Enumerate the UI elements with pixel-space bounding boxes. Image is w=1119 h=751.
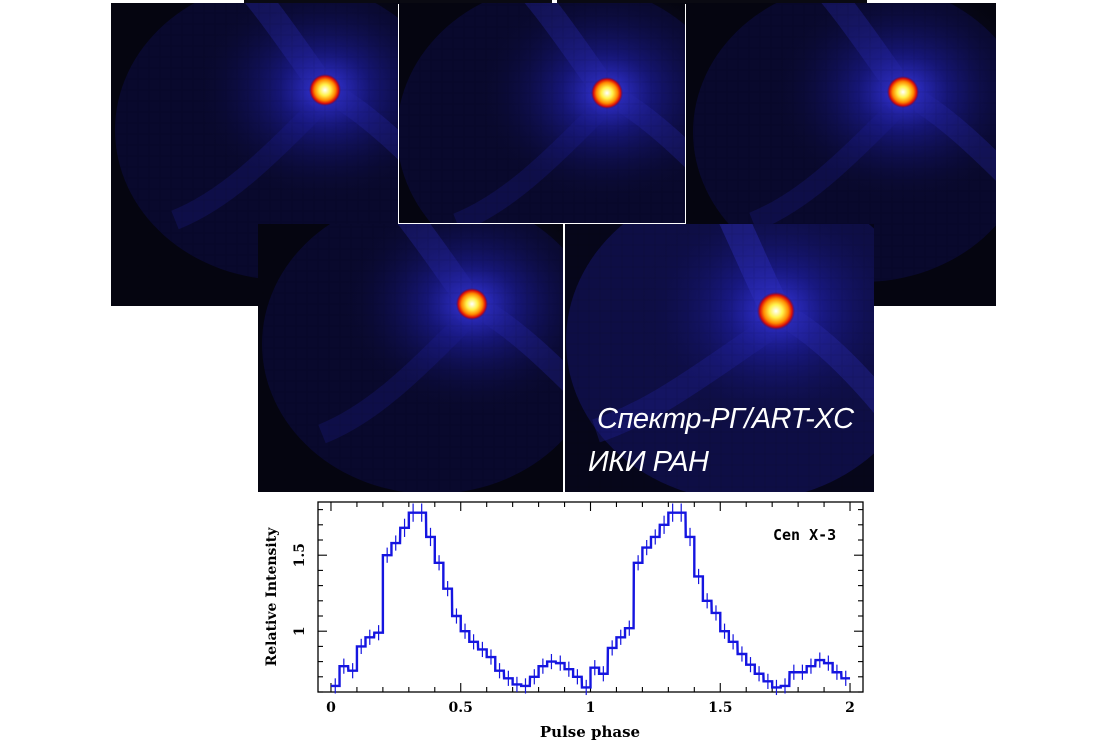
- x-tick-label: 2: [845, 700, 855, 716]
- x-axis-ticks: 0 0.5 1 1.5 2: [326, 502, 855, 716]
- chart-background: [258, 492, 874, 751]
- xray-image-2: [399, 3, 685, 223]
- y-tick-label: 1: [292, 626, 308, 636]
- caption-instrument: Спектр-РГ/ART-XC: [597, 403, 854, 435]
- x-axis-label: Pulse phase: [540, 723, 640, 741]
- xray-image-2-content: [399, 3, 685, 223]
- x-tick-label: 1: [586, 700, 596, 716]
- y-axis-ticks: 11.5: [292, 509, 863, 693]
- xray-image-4: [258, 224, 563, 492]
- source-annotation: Cen X-3: [773, 526, 836, 544]
- x-tick-label: 0: [326, 700, 336, 716]
- pulse-profile-chart: 0 0.5 1 1.5 2 11.5 Cen X-3 Pulse phase Relat…: [258, 492, 874, 751]
- y-axis-label: Relative Intensity: [264, 527, 280, 667]
- xray-image-4-content: [258, 224, 563, 492]
- pulse-profile-series: [330, 503, 851, 696]
- pulse-profile-line: [330, 511, 851, 689]
- top-frame-strip-left: [244, 0, 552, 4]
- x-tick-label: 1.5: [708, 700, 732, 716]
- top-frame-strip-right: [557, 0, 867, 4]
- caption-institute: ИКИ РАН: [588, 446, 709, 478]
- y-tick-label: 1.5: [292, 543, 308, 567]
- x-tick-label: 0.5: [449, 700, 473, 716]
